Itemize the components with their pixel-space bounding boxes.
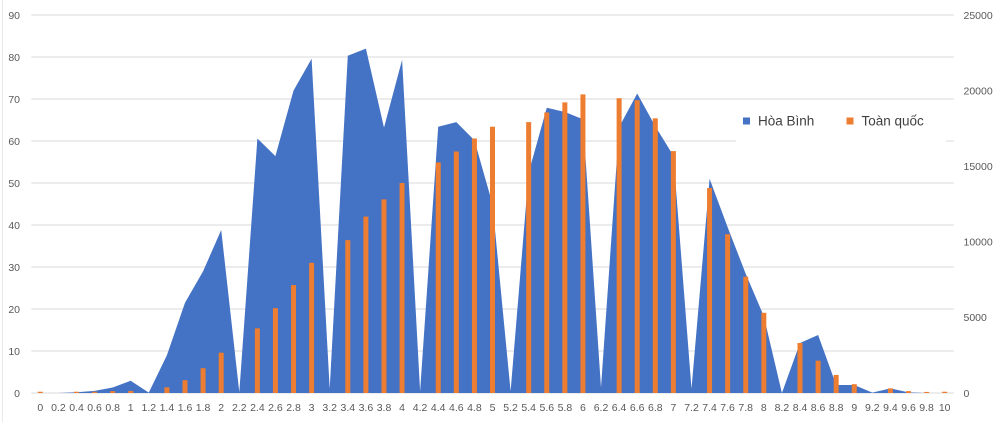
- svg-text:6.4: 6.4: [612, 402, 627, 414]
- svg-text:5.8: 5.8: [558, 402, 573, 414]
- svg-text:60: 60: [8, 136, 20, 148]
- svg-text:6.8: 6.8: [648, 402, 663, 414]
- svg-text:6.6: 6.6: [630, 402, 645, 414]
- svg-text:7.8: 7.8: [738, 402, 753, 414]
- svg-text:2.4: 2.4: [250, 402, 265, 414]
- svg-text:1.6: 1.6: [178, 402, 193, 414]
- svg-text:20: 20: [8, 304, 20, 316]
- svg-text:3.8: 3.8: [377, 402, 392, 414]
- svg-text:3.4: 3.4: [340, 402, 355, 414]
- svg-text:0: 0: [14, 388, 20, 400]
- svg-text:Hòa Bình: Hòa Bình: [758, 114, 814, 129]
- svg-text:5.2: 5.2: [503, 402, 518, 414]
- svg-text:8: 8: [761, 402, 767, 414]
- svg-text:0.8: 0.8: [105, 402, 120, 414]
- svg-text:2.8: 2.8: [286, 402, 301, 414]
- svg-text:7.4: 7.4: [702, 402, 717, 414]
- svg-text:0: 0: [37, 402, 43, 414]
- svg-text:0: 0: [964, 388, 970, 400]
- svg-text:2.6: 2.6: [268, 402, 283, 414]
- svg-text:3: 3: [309, 402, 315, 414]
- svg-text:10: 10: [8, 346, 20, 358]
- svg-text:90: 90: [8, 10, 20, 22]
- svg-text:80: 80: [8, 52, 20, 64]
- svg-text:2.2: 2.2: [232, 402, 247, 414]
- svg-text:6.2: 6.2: [594, 402, 609, 414]
- svg-text:6: 6: [580, 402, 586, 414]
- svg-text:4.8: 4.8: [467, 402, 482, 414]
- svg-text:0.4: 0.4: [69, 402, 84, 414]
- svg-text:9.2: 9.2: [865, 402, 880, 414]
- svg-text:25000: 25000: [964, 10, 993, 22]
- svg-text:5000: 5000: [964, 312, 988, 324]
- svg-text:Toàn quốc: Toàn quốc: [862, 114, 925, 129]
- svg-text:4.2: 4.2: [413, 402, 428, 414]
- svg-text:10: 10: [939, 402, 951, 414]
- svg-text:7.2: 7.2: [684, 402, 699, 414]
- svg-text:5.4: 5.4: [521, 402, 536, 414]
- svg-text:9.8: 9.8: [919, 402, 934, 414]
- svg-text:5: 5: [490, 402, 496, 414]
- svg-text:7.6: 7.6: [720, 402, 735, 414]
- svg-text:8.8: 8.8: [829, 402, 844, 414]
- svg-text:1.8: 1.8: [196, 402, 211, 414]
- svg-text:1: 1: [128, 402, 134, 414]
- svg-text:3.6: 3.6: [359, 402, 374, 414]
- svg-text:8.4: 8.4: [793, 402, 808, 414]
- svg-text:1.2: 1.2: [141, 402, 156, 414]
- svg-text:8.6: 8.6: [811, 402, 826, 414]
- svg-text:50: 50: [8, 178, 20, 190]
- svg-text:0.2: 0.2: [51, 402, 66, 414]
- svg-text:7: 7: [670, 402, 676, 414]
- svg-text:5.6: 5.6: [539, 402, 554, 414]
- svg-text:9.6: 9.6: [901, 402, 916, 414]
- svg-text:4.4: 4.4: [431, 402, 446, 414]
- svg-text:4.6: 4.6: [449, 402, 464, 414]
- svg-text:4: 4: [399, 402, 405, 414]
- svg-text:1.4: 1.4: [160, 402, 175, 414]
- svg-text:30: 30: [8, 262, 20, 274]
- svg-text:10000: 10000: [964, 237, 993, 249]
- svg-text:3.2: 3.2: [322, 402, 337, 414]
- svg-text:70: 70: [8, 94, 20, 106]
- svg-text:40: 40: [8, 220, 20, 232]
- svg-text:9.4: 9.4: [883, 402, 898, 414]
- svg-text:8.2: 8.2: [775, 402, 790, 414]
- svg-text:0.6: 0.6: [87, 402, 102, 414]
- svg-text:15000: 15000: [964, 161, 993, 173]
- svg-text:9: 9: [851, 402, 857, 414]
- svg-text:2: 2: [218, 402, 224, 414]
- svg-text:20000: 20000: [964, 85, 993, 97]
